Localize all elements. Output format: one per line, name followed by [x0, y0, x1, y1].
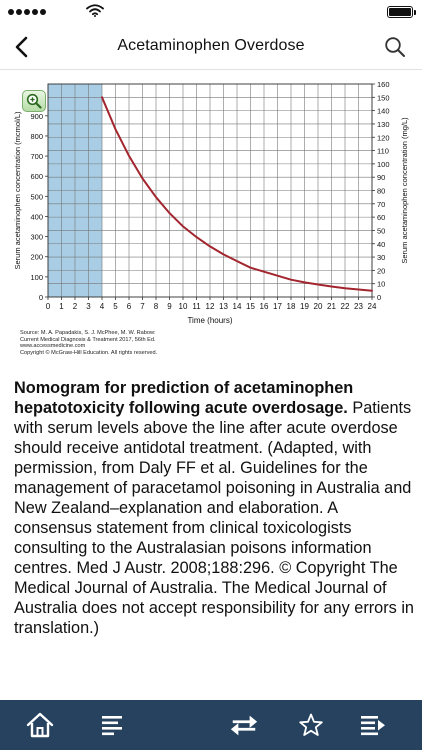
y-right-tick-label: 70 — [377, 200, 385, 209]
y-left-tick-label: 100 — [30, 273, 43, 282]
x-tick-label: 4 — [100, 302, 105, 311]
y-right-tick-label: 60 — [377, 213, 385, 222]
page-title: Acetaminophen Overdose — [117, 37, 305, 54]
y-right-tick-label: 140 — [377, 107, 390, 116]
x-tick-label: 21 — [327, 302, 336, 311]
y-right-tick-label: 160 — [377, 80, 390, 89]
x-tick-label: 9 — [167, 302, 172, 311]
y-right-tick-label: 10 — [377, 280, 385, 289]
home-icon — [26, 712, 54, 738]
y-left-tick-label: 500 — [30, 192, 43, 201]
source-line: Copyright © McGraw-Hill Education. All r… — [20, 349, 158, 356]
sections-tab[interactable] — [358, 710, 388, 740]
tab-bar — [0, 700, 422, 750]
signal-dots-icon — [8, 9, 46, 15]
x-tick-label: 6 — [127, 302, 132, 311]
source-line: www.accessmedicine.com — [20, 343, 86, 350]
y-right-tick-label: 20 — [377, 266, 385, 275]
status-bar — [0, 0, 422, 24]
x-tick-label: 20 — [314, 302, 323, 311]
y-right-tick-label: 90 — [377, 173, 385, 182]
y-right-tick-label: 100 — [377, 160, 390, 169]
x-tick-label: 16 — [260, 302, 269, 311]
y-axis-label-left: Serum acetaminophen concentration (mcmol… — [13, 111, 22, 269]
nomogram-chart: 0 1 2 3 4 5 6 7 8 9 10 11 12 13 14 15 16 17 18 19 20 21 22 23 24… — [13, 80, 409, 325]
swap-tab[interactable] — [229, 710, 259, 740]
x-tick-label: 7 — [140, 302, 145, 311]
home-tab[interactable] — [25, 710, 55, 740]
list-icon — [102, 716, 122, 736]
y-right-tick-label: 80 — [377, 187, 385, 196]
x-tick-label: 24 — [368, 302, 377, 311]
zoom-in-icon — [26, 93, 42, 109]
y-right-tick-label: 110 — [377, 147, 389, 156]
x-tick-label: 13 — [219, 302, 228, 311]
x-tick-label: 3 — [86, 302, 91, 311]
x-tick-label: 17 — [273, 302, 282, 311]
y-right-tick-label: 150 — [377, 93, 390, 102]
x-tick-label: 12 — [206, 302, 215, 311]
y-left-tick-label: 800 — [30, 132, 43, 141]
x-tick-label: 18 — [287, 302, 296, 311]
star-icon — [299, 713, 323, 736]
sections-icon — [361, 716, 385, 736]
search-icon — [385, 37, 405, 57]
x-tick-label: 23 — [354, 302, 363, 311]
search-button[interactable] — [382, 34, 408, 60]
x-tick-label: 14 — [233, 302, 242, 311]
figure-source-credit: Source: M. A. Papadakis, S. J. McPhee, M… — [20, 330, 320, 356]
y-right-tick-label: 130 — [377, 120, 390, 129]
y-right-tick-label: 120 — [377, 133, 390, 142]
caption-heading: Nomogram for prediction of acetaminophen… — [14, 379, 354, 417]
y-left-tick-label: 900 — [30, 112, 43, 121]
x-tick-label: 10 — [179, 302, 188, 311]
figure-caption: Nomogram for prediction of acetaminophen… — [14, 378, 414, 638]
y-right-tick-label: 50 — [377, 226, 385, 235]
x-tick-label: 11 — [192, 302, 201, 311]
navigation-bar: Acetaminophen Overdose — [0, 24, 422, 70]
x-tick-label: 8 — [154, 302, 159, 311]
x-tick-label: 0 — [46, 302, 51, 311]
y-left-tick-label: 600 — [30, 172, 43, 181]
y-left-tick-label: 400 — [30, 212, 43, 221]
caption-body: Patients with serum levels above the lin… — [14, 399, 414, 637]
back-button[interactable] — [6, 32, 36, 62]
treatment-line — [101, 96, 373, 292]
source-line: Source: M. A. Papadakis, S. J. McPhee, M… — [20, 330, 156, 336]
chevron-left-icon — [15, 36, 28, 58]
y-right-tick-label: 0 — [377, 293, 381, 302]
source-line: Current Medical Diagnosis & Treatment 20… — [20, 336, 156, 343]
zoom-button[interactable] — [22, 90, 46, 112]
contents-tab[interactable] — [98, 710, 128, 740]
y-left-tick-label: 700 — [30, 152, 43, 161]
y-left-tick-label: 300 — [30, 233, 43, 242]
x-tick-label: 1 — [59, 302, 64, 311]
nomogram-figure[interactable]: 0 1 2 3 4 5 6 7 8 9 10 11 12 13 14 15 16 17 18 19 20 21 22 23 24… — [0, 74, 422, 366]
y-right-tick-label: 30 — [377, 253, 385, 262]
favorites-tab[interactable] — [296, 710, 326, 740]
swap-arrows-icon — [230, 715, 258, 736]
y-right-tick-label: 40 — [377, 240, 385, 249]
x-tick-label: 19 — [300, 302, 309, 311]
x-tick-label: 15 — [246, 302, 255, 311]
battery-icon — [387, 6, 416, 18]
y-left-tick-label: 200 — [30, 253, 43, 262]
x-axis-label: Time (hours) — [187, 316, 232, 325]
y-left-tick-label: 0 — [39, 293, 43, 302]
x-tick-label: 5 — [113, 302, 118, 311]
x-tick-label: 22 — [341, 302, 350, 311]
x-tick-label: 2 — [73, 302, 78, 311]
wifi-icon — [86, 4, 104, 22]
y-axis-label-right: Serum acetaminophen concentration (mg/L) — [400, 117, 409, 264]
